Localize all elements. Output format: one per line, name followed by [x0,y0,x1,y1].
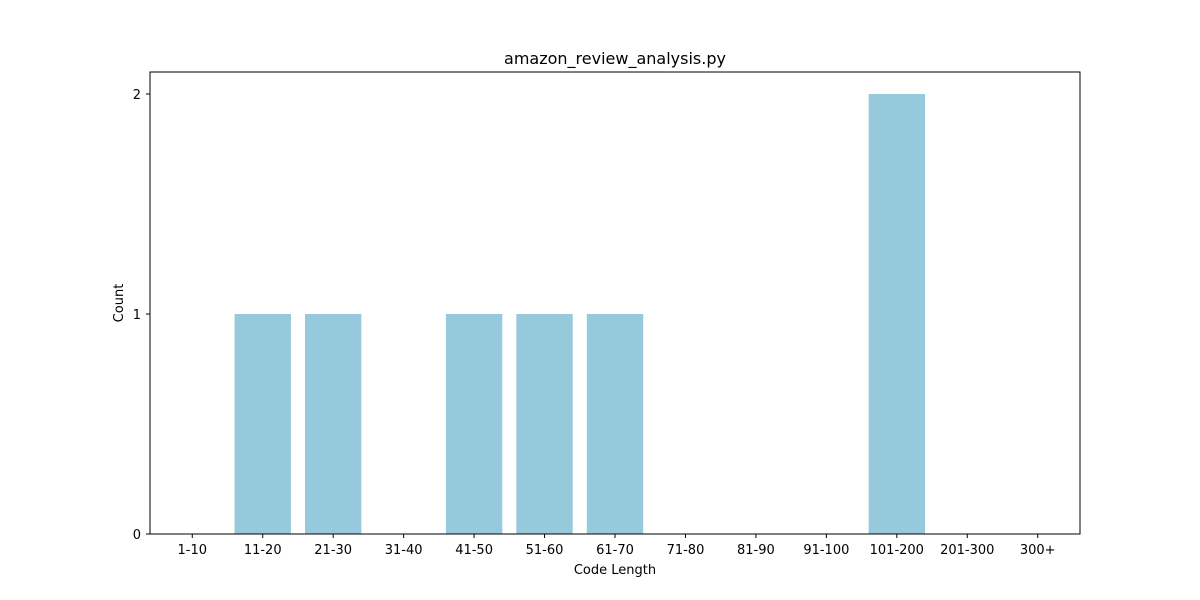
x-tick-label: 91-100 [803,543,849,558]
chart-title: amazon_review_analysis.py [504,49,726,69]
bar-51-60 [516,314,573,534]
x-tick-label: 1-10 [178,543,208,558]
bar-11-20 [234,314,291,534]
y-axis-ticks: 0 1 2 [133,88,150,543]
x-tick-label: 31-40 [385,543,423,558]
y-tick-label: 2 [133,88,141,103]
x-tick-label: 71-80 [667,543,705,558]
x-axis-ticks: 1-10 11-20 21-30 31-40 41-50 51-60 61-70 71-80 8… [178,534,1056,558]
x-tick-label: 61-70 [596,543,634,558]
x-axis-label: Code Length [574,563,656,578]
x-tick-label: 201-300 [940,543,994,558]
bar-group [234,94,925,534]
bar-61-70 [586,314,644,534]
y-axis-label: Count [112,284,127,323]
x-tick-label: 41-50 [455,543,493,558]
x-tick-label: 101-200 [870,543,924,558]
bar-41-50 [445,314,503,534]
x-tick-label: 81-90 [737,543,775,558]
x-tick-label: 11-20 [244,543,282,558]
y-tick-label: 0 [133,528,141,543]
bar-101-200 [868,94,925,534]
x-tick-label: 51-60 [526,543,564,558]
y-tick-label: 1 [133,308,141,323]
x-tick-label: 21-30 [314,543,352,558]
bar-21-30 [305,314,362,534]
x-tick-label: 300+ [1020,543,1056,558]
